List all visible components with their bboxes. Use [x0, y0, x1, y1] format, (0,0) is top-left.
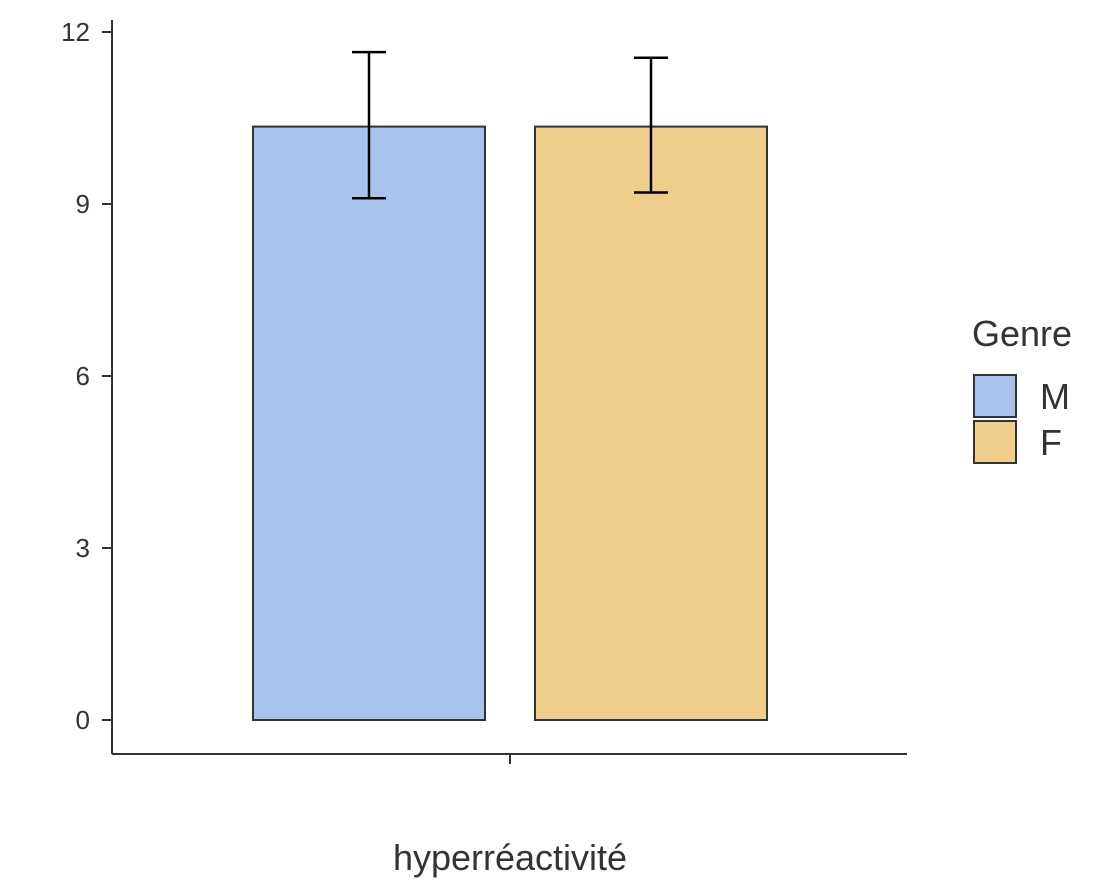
y-tick-label: 0 [76, 705, 90, 735]
bars-group [253, 127, 767, 720]
y-tick-label: 12 [61, 17, 90, 47]
legend-label-M: M [1040, 376, 1070, 417]
y-tick-label: 3 [76, 533, 90, 563]
legend-title: Genre [972, 313, 1072, 354]
y-tick-label: 6 [76, 361, 90, 391]
y-tick-label: 9 [76, 189, 90, 219]
x-axis [112, 754, 907, 764]
legend-label-F: F [1040, 422, 1062, 463]
bar-F [535, 127, 767, 720]
legend-key-M [974, 375, 1016, 417]
legend: Genre MF [972, 313, 1072, 463]
x-axis-title: hyperréactivité [393, 837, 627, 878]
bar-M [253, 127, 485, 720]
y-axis: 0 3 6 9 12 [61, 17, 112, 754]
legend-key-F [974, 421, 1016, 463]
